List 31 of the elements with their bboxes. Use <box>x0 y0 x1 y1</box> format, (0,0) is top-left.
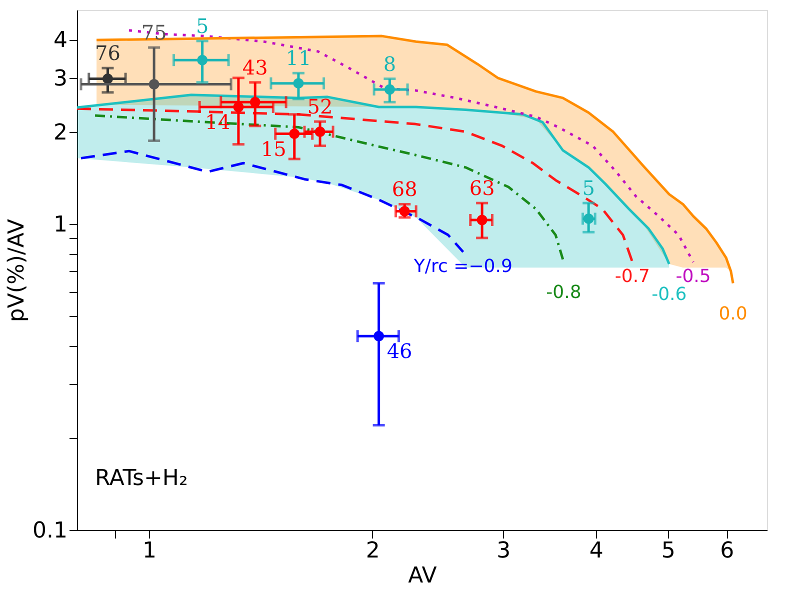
series-label: -0.7 <box>614 266 650 288</box>
y-tick-label: 4 <box>54 28 68 54</box>
series-label: 52 <box>307 94 333 119</box>
x-tick-label: 6 <box>720 538 734 564</box>
x-tick-label: 4 <box>589 538 604 564</box>
series-label: 11 <box>286 46 312 70</box>
y-tick-label: 0.1 <box>32 518 68 544</box>
series-label: 75 <box>141 20 167 45</box>
x-axis-title: AV <box>408 564 437 588</box>
series-label: 43 <box>242 55 268 80</box>
x-tick-label: 5 <box>661 538 676 564</box>
series-label: 8 <box>383 52 396 76</box>
series-label: 68 <box>392 177 418 202</box>
series-label: Y/rc =−0.9 <box>412 256 512 277</box>
y-tick-label: 1 <box>54 212 68 238</box>
y-axis-title: pV(%)/AV <box>4 218 30 322</box>
x-tick-label: 2 <box>366 538 380 564</box>
series-label: 5 <box>196 14 209 38</box>
series-label: 14 <box>205 110 230 134</box>
series-label: 46 <box>386 339 412 364</box>
series-label: 63 <box>469 176 495 200</box>
y-tick-label: 3 <box>54 66 68 92</box>
series-label: 5 <box>582 176 595 200</box>
x-tick-label: 1 <box>142 538 156 564</box>
series-label: 0.0 <box>718 303 748 324</box>
series-label: -0.8 <box>546 282 582 304</box>
series-label: 15 <box>260 136 286 161</box>
y-tick-label: 2 <box>54 120 68 146</box>
annotation: RATs+H₂ <box>95 466 188 491</box>
x-tick-label: 3 <box>496 538 511 564</box>
series-label: 76 <box>95 41 120 66</box>
